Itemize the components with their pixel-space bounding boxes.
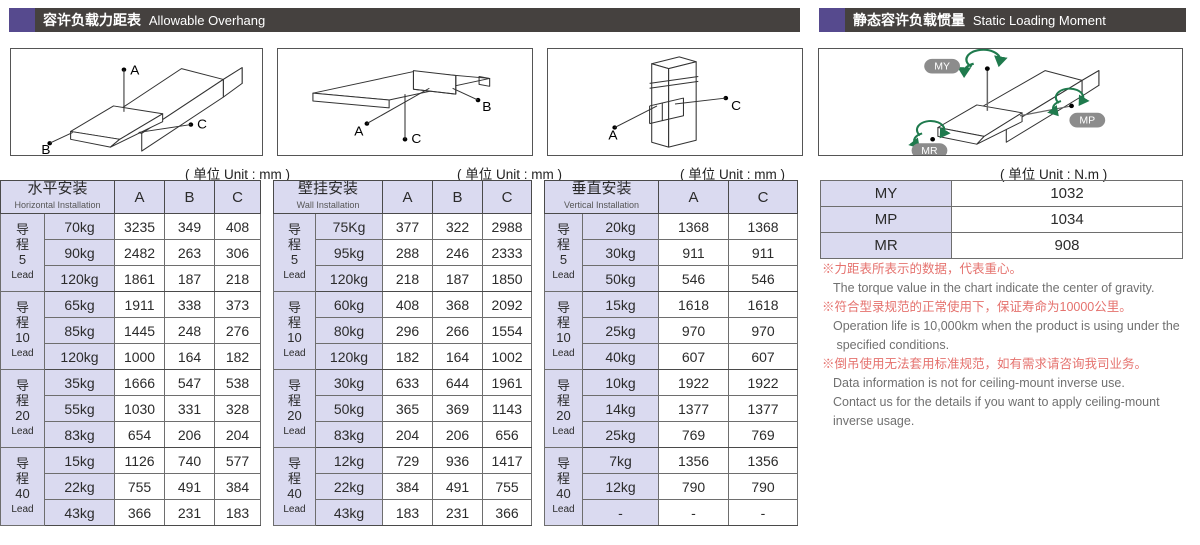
svg-text:A: A [130, 63, 139, 78]
svg-text:MP: MP [1079, 116, 1095, 127]
svg-text:B: B [41, 142, 50, 155]
svg-text:MR: MR [921, 146, 937, 155]
svg-text:C: C [731, 98, 741, 112]
svg-text:C: C [197, 117, 207, 132]
svg-text:A: A [354, 124, 363, 138]
svg-text:B: B [482, 99, 491, 113]
svg-text:MY: MY [934, 62, 950, 73]
svg-text:C: C [411, 132, 421, 146]
svg-text:A: A [608, 128, 617, 142]
